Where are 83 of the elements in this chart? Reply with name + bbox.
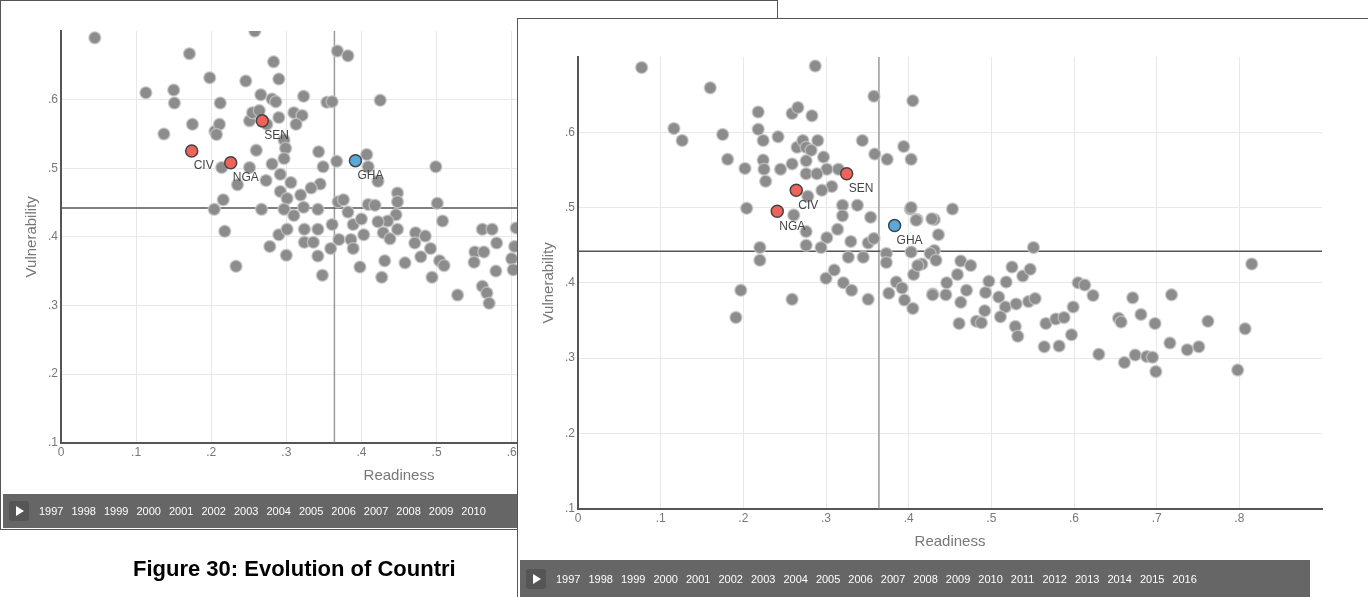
text: 2008 bbox=[912, 572, 939, 585]
y-tick-label: .4 bbox=[564, 275, 576, 290]
text: 2000 bbox=[652, 572, 679, 585]
text: 2006 bbox=[847, 572, 874, 585]
y-tick-label: .1 bbox=[47, 434, 59, 449]
text: 2005 bbox=[814, 572, 842, 585]
y-axis-title: Vulnerability bbox=[539, 241, 557, 324]
text: 2014 bbox=[1106, 572, 1133, 585]
x-tick-label: 0 bbox=[574, 511, 582, 526]
text: 1998 bbox=[587, 572, 614, 585]
text: 2001 bbox=[167, 505, 195, 517]
annotation: GHA bbox=[896, 232, 923, 247]
y-tick-label: .6 bbox=[564, 124, 576, 139]
point bbox=[887, 218, 902, 233]
annotation: NGA bbox=[232, 170, 259, 185]
text: 2009 bbox=[944, 572, 972, 585]
point bbox=[770, 204, 784, 219]
text: 2001 bbox=[684, 572, 712, 585]
text: 2000 bbox=[135, 505, 162, 517]
point bbox=[184, 144, 199, 158]
text: 2002 bbox=[200, 505, 227, 517]
x-tick-label: .8 bbox=[1234, 511, 1245, 526]
point bbox=[224, 155, 238, 170]
text: 2004 bbox=[265, 505, 292, 517]
text: 2007 bbox=[362, 505, 390, 517]
x-tick-label: .2 bbox=[206, 445, 217, 460]
y-tick-label: .3 bbox=[564, 350, 576, 365]
x-tick-label: .4 bbox=[903, 511, 914, 526]
text: 1999 bbox=[102, 505, 130, 517]
text: 2004 bbox=[782, 572, 809, 585]
y-tick-label: .6 bbox=[47, 91, 59, 106]
annotation: SEN bbox=[848, 180, 874, 195]
text: 2015 bbox=[1138, 572, 1166, 585]
y-tick-label: .5 bbox=[564, 199, 576, 214]
point bbox=[348, 153, 363, 168]
annotation: CIV bbox=[193, 158, 214, 173]
text: 2012 bbox=[1041, 572, 1068, 585]
text: 2013 bbox=[1073, 572, 1101, 585]
y-tick-label: .2 bbox=[564, 425, 576, 440]
text: 1997 bbox=[38, 505, 65, 517]
text: 1998 bbox=[70, 505, 97, 517]
x-tick-label: .3 bbox=[821, 511, 832, 526]
text: 2006 bbox=[330, 505, 357, 517]
y-tick-label: .4 bbox=[47, 229, 59, 244]
point bbox=[789, 183, 803, 197]
point bbox=[255, 114, 270, 128]
text: 2010 bbox=[977, 572, 1004, 585]
text: 2005 bbox=[297, 505, 325, 517]
x-tick-label: .4 bbox=[356, 445, 367, 460]
annotation: NGA bbox=[779, 218, 806, 233]
text: 2010 bbox=[460, 505, 487, 517]
y-tick-label: .3 bbox=[47, 297, 59, 312]
x-tick-label: .6 bbox=[506, 445, 517, 460]
point bbox=[839, 166, 854, 181]
x-tick-label: .1 bbox=[655, 511, 666, 526]
y-axis-title: Vulnerability bbox=[22, 195, 40, 278]
text: 1999 bbox=[619, 572, 647, 585]
y-tick-label: .5 bbox=[47, 160, 59, 175]
annotation: GHA bbox=[357, 167, 384, 182]
text: Figure 30: Evolution of Countri bbox=[133, 556, 456, 582]
text: 2007 bbox=[879, 572, 907, 585]
x-axis-title: Readiness bbox=[914, 532, 986, 550]
x-tick-label: .1 bbox=[131, 445, 142, 460]
x-tick-label: 0 bbox=[57, 445, 65, 460]
text: 2003 bbox=[749, 572, 777, 585]
annotation: CIV bbox=[798, 197, 819, 212]
text: 2003 bbox=[232, 505, 260, 517]
text: 2009 bbox=[427, 505, 455, 517]
y-tick-label: .1 bbox=[564, 500, 576, 515]
x-tick-label: .6 bbox=[1068, 511, 1080, 526]
x-tick-label: .3 bbox=[281, 445, 292, 460]
y-tick-label: .2 bbox=[47, 366, 59, 381]
text: 2002 bbox=[717, 572, 744, 585]
text: 1997 bbox=[555, 572, 582, 585]
text: 2008 bbox=[395, 505, 422, 517]
annotation: SEN bbox=[264, 128, 289, 143]
x-axis-title: Readiness bbox=[363, 466, 435, 484]
text: 2011 bbox=[1009, 572, 1036, 585]
x-tick-label: .5 bbox=[431, 445, 442, 460]
x-tick-label: .7 bbox=[1151, 511, 1162, 526]
x-tick-label: .2 bbox=[738, 511, 749, 526]
x-tick-label: .5 bbox=[986, 511, 997, 526]
text: 2016 bbox=[1171, 572, 1198, 585]
